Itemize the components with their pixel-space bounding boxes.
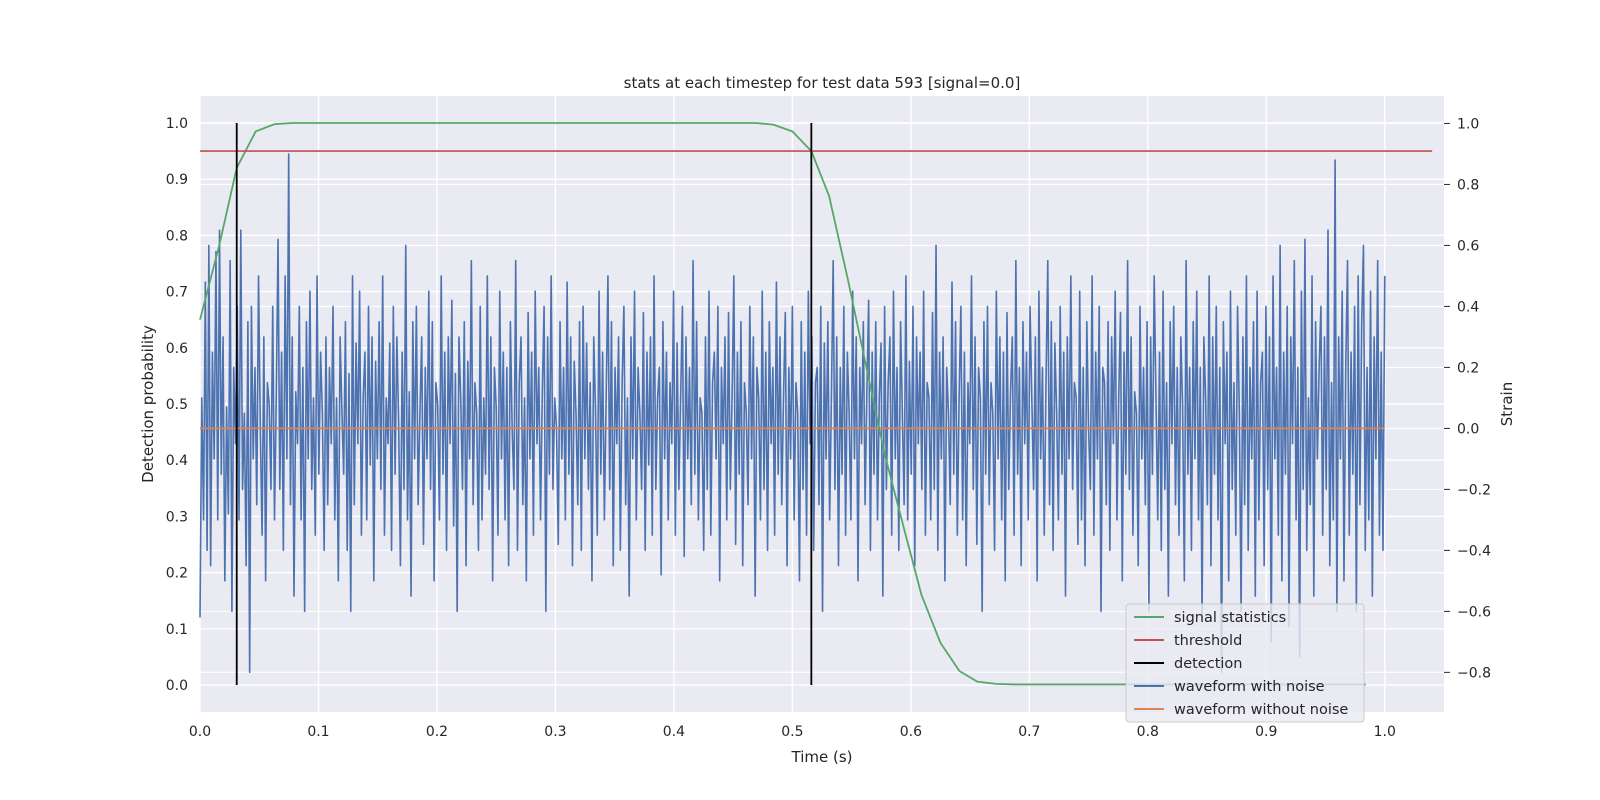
y2-tick-label: 1.0 <box>1457 116 1479 132</box>
legend-label-threshold: threshold <box>1174 633 1242 649</box>
x-tick-label: 0.5 <box>781 724 803 740</box>
x-tick-label: 0.1 <box>307 724 329 740</box>
x-tick-label: 0.0 <box>189 724 211 740</box>
y-axis-label: Detection probability <box>139 325 157 483</box>
y2-tick-label: 0.8 <box>1457 177 1479 193</box>
legend-label-waveform-without-noise: waveform without noise <box>1174 702 1348 718</box>
x-axis-label: Time (s) <box>791 748 853 766</box>
series-waveform-with-noise <box>199 153 1386 674</box>
x-tick-label: 0.2 <box>426 724 448 740</box>
y2-tick-label: 0.4 <box>1457 299 1479 315</box>
x-tick-label: 0.9 <box>1255 724 1277 740</box>
y2-tick-label: −0.4 <box>1457 543 1491 559</box>
x-tick-label: 0.8 <box>1137 724 1159 740</box>
x-tick-label: 0.3 <box>544 724 566 740</box>
y2-tick-label: −0.2 <box>1457 482 1491 498</box>
y-tick-label: 0.9 <box>166 172 188 188</box>
legend-label-signal-statistics: signal statistics <box>1174 610 1286 626</box>
y-tick-label: 0.1 <box>166 622 188 638</box>
y-tick-label: 0.2 <box>166 566 188 582</box>
y-tick-label: 0.4 <box>166 453 188 469</box>
tick-labels: 0.0 0.1 0.2 0.3 0.4 0.5 0.6 0.7 0.8 0.9 1.0 0.0 0.1 0… <box>166 116 1491 740</box>
x-tick-label: 0.6 <box>900 724 922 740</box>
y2-tick-label: −0.8 <box>1457 665 1491 681</box>
x-tick-label: 1.0 <box>1374 724 1396 740</box>
y2-tick-label: −0.6 <box>1457 604 1491 620</box>
legend-box <box>1125 603 1365 723</box>
y-tick-label: 1.0 <box>166 116 188 132</box>
y2-tick-label: 0.0 <box>1457 421 1479 437</box>
y-tick-label: 0.7 <box>166 285 188 301</box>
x-tick-label: 0.7 <box>1018 724 1040 740</box>
y2-tick-label: 0.2 <box>1457 360 1479 376</box>
legend-label-detection: detection <box>1174 656 1242 672</box>
y-tick-label: 0.3 <box>166 509 188 525</box>
series-signal-statistics <box>199 122 1366 686</box>
chart-title: stats at each timestep for test data 593… <box>624 74 1021 92</box>
x-tick-label: 0.4 <box>663 724 685 740</box>
legend: signal statistics threshold detection wa… <box>1125 603 1365 723</box>
data-series-layer <box>199 122 1433 686</box>
y-tick-label: 0.5 <box>166 397 188 413</box>
y2-axis-label: Strain <box>1498 382 1516 426</box>
y-tick-label: 0.0 <box>166 678 188 694</box>
y2-tick-label: 0.6 <box>1457 238 1479 254</box>
y-tick-label: 0.8 <box>166 228 188 244</box>
legend-label-waveform-with-noise: waveform with noise <box>1174 679 1325 695</box>
y-tick-label: 0.6 <box>166 341 188 357</box>
